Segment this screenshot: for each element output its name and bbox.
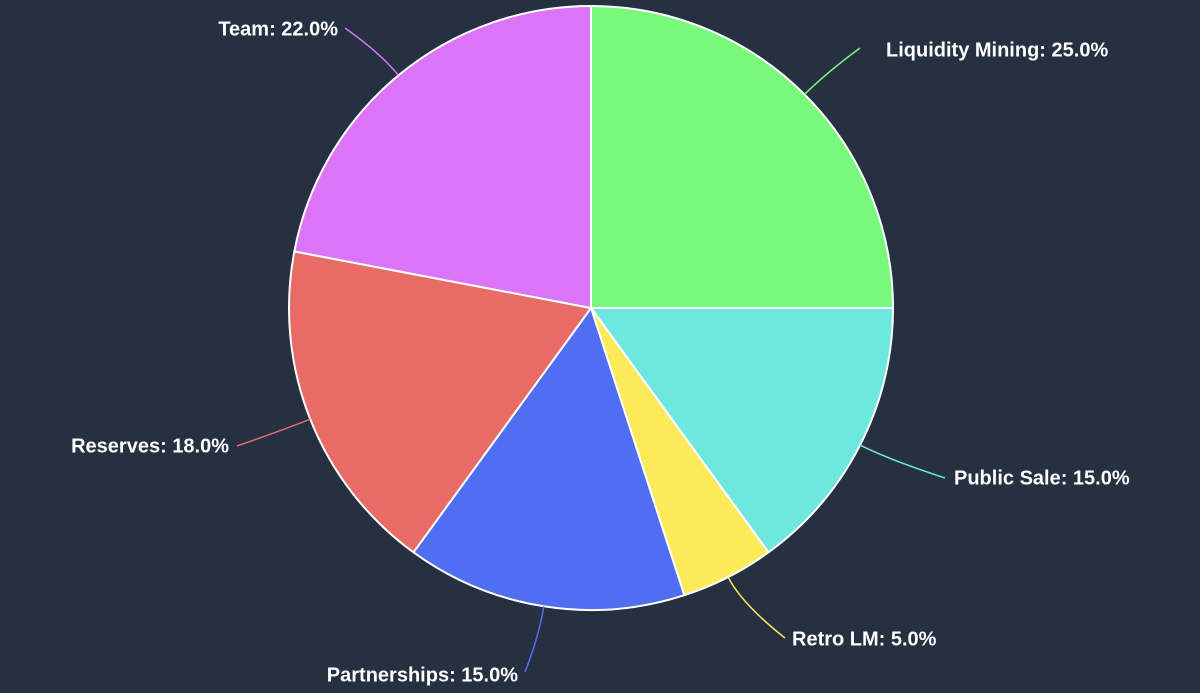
data-label: Retro LM: 5.0%	[792, 628, 937, 650]
data-label: Liquidity Mining: 25.0%	[886, 39, 1108, 61]
pie-slice	[412, 305, 686, 611]
leader-line	[804, 47, 861, 95]
pie-slice	[589, 307, 895, 554]
leader-line	[524, 606, 545, 673]
data-label: Public Sale: 15.0%	[954, 467, 1130, 489]
data-label: Partnerships: 15.0%	[327, 664, 518, 686]
leader-line	[859, 444, 946, 479]
pie-slice	[288, 250, 593, 554]
leader-line	[344, 27, 400, 76]
data-label: Team: 22.0%	[218, 18, 338, 40]
pie-slice	[293, 4, 592, 310]
pie-slice	[590, 4, 895, 309]
leader-line	[727, 576, 786, 639]
leader-line	[236, 418, 311, 447]
data-label: Reserves: 18.0%	[71, 435, 229, 457]
